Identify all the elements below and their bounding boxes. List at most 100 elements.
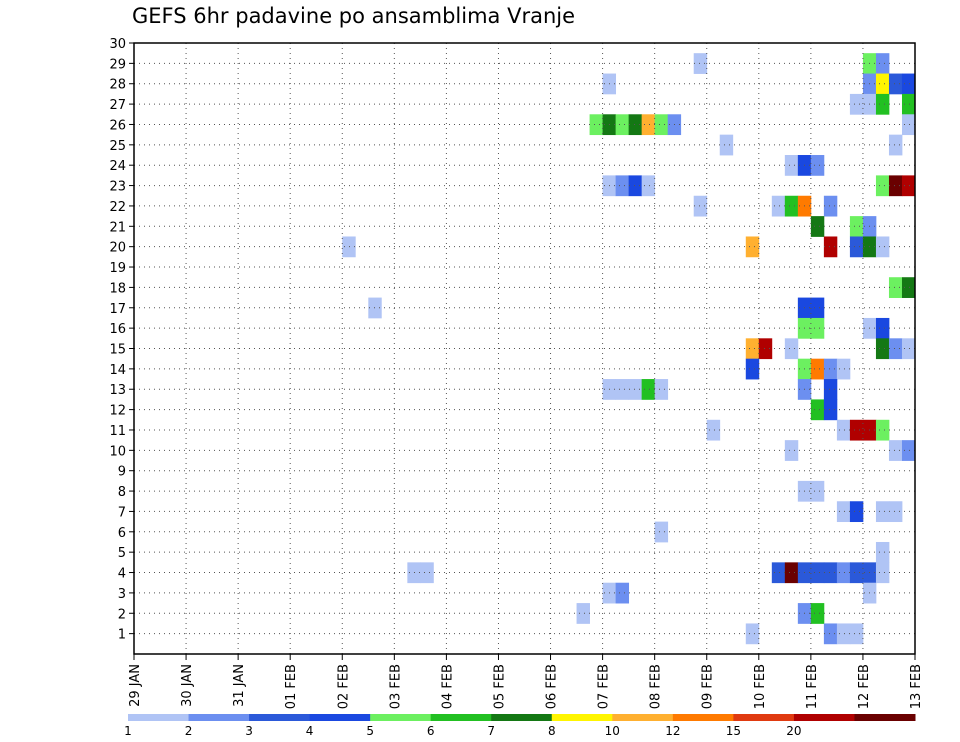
heatmap-cell bbox=[888, 338, 903, 360]
y-tick-label: 6 bbox=[118, 526, 126, 541]
heatmap-cell bbox=[875, 541, 890, 563]
y-tick-label: 25 bbox=[109, 139, 126, 154]
y-tick-label: 16 bbox=[109, 322, 126, 337]
heatmap-cell bbox=[771, 195, 786, 217]
colorbar-swatch bbox=[430, 714, 492, 721]
x-tick-label: 06 FEB bbox=[545, 664, 560, 709]
colorbar-swatch bbox=[612, 714, 674, 721]
y-tick-label: 8 bbox=[118, 485, 126, 500]
x-tick-label: 29 JAN bbox=[128, 664, 143, 707]
heatmap-cell bbox=[836, 562, 851, 584]
x-tick-label: 12 FEB bbox=[857, 664, 872, 709]
y-tick-label: 30 bbox=[109, 37, 126, 52]
heatmap-cell bbox=[875, 317, 890, 339]
colorbar-label: 3 bbox=[245, 724, 253, 738]
heatmap-cell bbox=[342, 236, 356, 258]
heatmap-cell bbox=[849, 419, 864, 441]
x-tick-label: 09 FEB bbox=[701, 664, 716, 709]
heatmap-cells bbox=[342, 53, 916, 645]
heatmap-cell bbox=[628, 175, 643, 197]
x-tick-label: 03 FEB bbox=[388, 664, 403, 709]
x-tick-label: 08 FEB bbox=[649, 664, 664, 709]
heatmap-cell bbox=[875, 562, 890, 584]
colorbar-swatch bbox=[249, 714, 311, 721]
heatmap-cell bbox=[888, 175, 903, 197]
y-tick-label: 28 bbox=[109, 78, 126, 93]
heatmap-cell bbox=[901, 73, 916, 95]
colorbar-swatch bbox=[309, 714, 371, 721]
colorbar-label: 2 bbox=[185, 724, 193, 738]
heatmap-cell bbox=[615, 379, 630, 400]
heatmap-cell bbox=[615, 175, 630, 197]
y-tick-label: 4 bbox=[118, 567, 126, 582]
heatmap-cell bbox=[420, 562, 434, 584]
heatmap-cell bbox=[849, 623, 864, 645]
x-tick-label: 31 JAN bbox=[232, 664, 247, 707]
heatmap-cell bbox=[836, 501, 851, 523]
heatmap-cell bbox=[888, 73, 903, 95]
y-tick-label: 26 bbox=[109, 118, 126, 133]
y-tick-label: 14 bbox=[109, 363, 126, 378]
heatmap-cell bbox=[849, 501, 864, 523]
x-tick-label: 01 FEB bbox=[284, 664, 299, 709]
heatmap-cell bbox=[888, 134, 903, 156]
heatmap-cell bbox=[901, 93, 916, 115]
y-tick-label: 19 bbox=[109, 261, 126, 276]
colorbar-label: 6 bbox=[427, 724, 435, 738]
heatmap-cell bbox=[810, 155, 825, 176]
heatmap-cell bbox=[875, 501, 890, 523]
heatmap-cell bbox=[810, 216, 825, 237]
colorbar-swatch bbox=[551, 714, 613, 721]
colorbar-swatch bbox=[733, 714, 795, 721]
heatmap-cell bbox=[693, 53, 708, 74]
y-tick-label: 29 bbox=[109, 57, 126, 72]
heatmap-cell bbox=[745, 358, 760, 380]
colorbar-label: 20 bbox=[786, 724, 801, 738]
x-tick-label: 04 FEB bbox=[440, 664, 455, 709]
heatmap-cell bbox=[836, 623, 851, 645]
heatmap-cell bbox=[836, 358, 851, 380]
y-tick-label: 3 bbox=[118, 587, 126, 602]
heatmap-cell bbox=[745, 623, 760, 645]
heatmap-cell bbox=[784, 155, 799, 176]
y-tick-label: 12 bbox=[109, 404, 126, 419]
heatmap-cell bbox=[810, 297, 825, 319]
heatmap-cell bbox=[615, 582, 630, 604]
heatmap-cell bbox=[823, 562, 838, 584]
heatmap-cell bbox=[901, 114, 916, 136]
heatmap-cell bbox=[901, 175, 916, 197]
heatmap-cell bbox=[628, 379, 643, 400]
x-tick-label: 13 FEB bbox=[909, 664, 924, 709]
heatmap-cell bbox=[901, 277, 916, 298]
heatmap-cell bbox=[875, 175, 890, 197]
heatmap-cell bbox=[849, 93, 864, 115]
colorbar-label: 4 bbox=[306, 724, 314, 738]
heatmap-cell bbox=[810, 399, 825, 421]
y-tick-label: 9 bbox=[118, 465, 126, 480]
colorbar-swatch bbox=[854, 714, 916, 721]
heatmap-cell bbox=[849, 562, 864, 584]
y-tick-label: 13 bbox=[109, 383, 126, 398]
heatmap-cell bbox=[784, 195, 799, 217]
colorbar-label: 12 bbox=[665, 724, 680, 738]
heatmap-cell bbox=[875, 338, 890, 360]
heatmap-cell bbox=[810, 317, 825, 339]
heatmap-cell bbox=[745, 236, 760, 258]
x-tick-label: 10 FEB bbox=[753, 664, 768, 709]
heatmap-cell bbox=[758, 338, 773, 360]
heatmap-cell bbox=[875, 419, 890, 441]
y-tick-label: 1 bbox=[118, 628, 126, 643]
heatmap-cell bbox=[875, 53, 890, 74]
heatmap-cell bbox=[888, 501, 903, 523]
y-tick-label: 7 bbox=[118, 505, 126, 520]
heatmap-cell bbox=[823, 399, 838, 421]
heatmap-cell bbox=[810, 562, 825, 584]
heatmap-cell bbox=[641, 114, 656, 136]
colorbar: 1 2 3 4 5 6 7 8 10 12 15 20 bbox=[124, 714, 916, 738]
heatmap-cell bbox=[849, 236, 864, 258]
heatmap-cell bbox=[823, 195, 838, 217]
heatmap-cell bbox=[888, 440, 903, 461]
colorbar-label: 10 bbox=[605, 724, 620, 738]
heatmap-cell bbox=[901, 338, 916, 360]
